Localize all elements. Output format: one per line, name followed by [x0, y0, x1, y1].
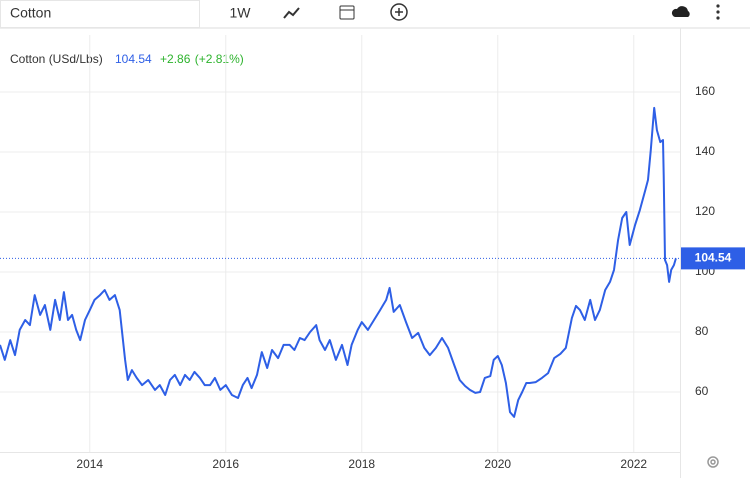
y-tick-label: 80: [695, 324, 709, 338]
price: 104.54: [115, 52, 152, 66]
chart-title: Cotton (USd/Lbs): [10, 52, 103, 66]
x-tick-label: 2020: [484, 457, 511, 471]
x-tick-label: 2016: [212, 457, 239, 471]
interval-button[interactable]: 1W: [230, 5, 252, 21]
chart-type-icon[interactable]: [283, 7, 300, 19]
x-tick-label: 2018: [348, 457, 375, 471]
y-tick-label: 160: [695, 84, 715, 98]
price-tag: [681, 247, 745, 270]
y-tick-label: 140: [695, 144, 715, 158]
add-icon[interactable]: [390, 3, 408, 21]
y-tick-label: 120: [695, 204, 715, 218]
price-tag-label: 104.54: [695, 251, 732, 265]
settings-icon[interactable]: [707, 456, 719, 468]
download-icon[interactable]: [671, 6, 690, 17]
menu-icon[interactable]: [716, 4, 720, 20]
change: +2.86: [160, 52, 191, 66]
x-tick-label: 2014: [76, 457, 103, 471]
x-tick-label: 2022: [620, 457, 647, 471]
y-tick-label: 60: [695, 384, 709, 398]
change-percent: (+2.81%): [195, 52, 244, 66]
symbol-text: Cotton: [10, 5, 51, 21]
symbol-input[interactable]: [0, 0, 200, 28]
calendar-icon[interactable]: [339, 5, 355, 20]
price-line-series: [0, 106, 677, 418]
